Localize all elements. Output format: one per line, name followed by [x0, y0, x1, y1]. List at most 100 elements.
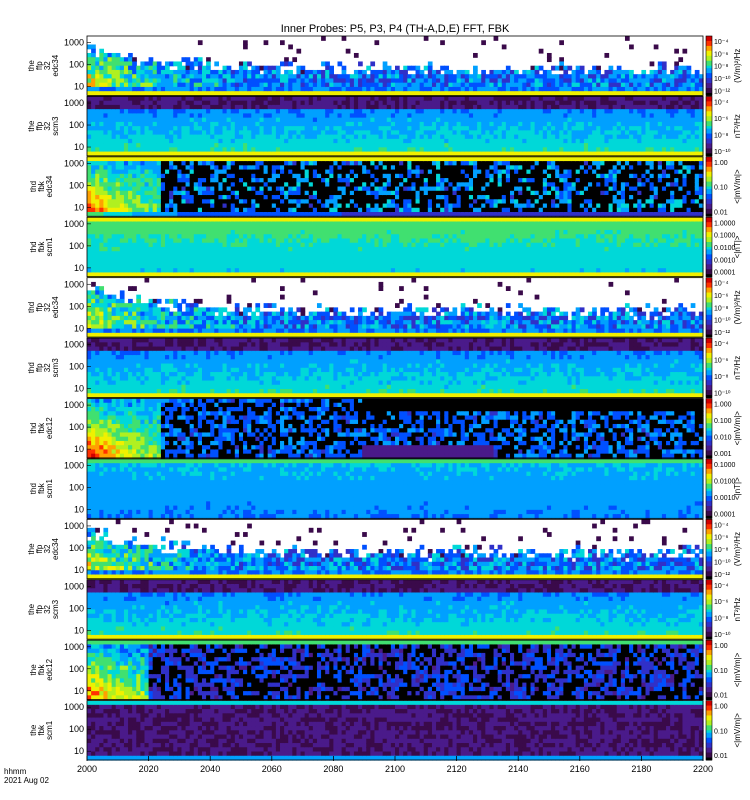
y-tick-label: 10	[74, 263, 84, 273]
y-tick-label: 10	[74, 625, 84, 635]
colorbar-unit-label: nT²/Hz	[733, 597, 742, 621]
colorbar-tick-label: 10⁻⁸	[714, 132, 728, 139]
colorbar-tick-label: 1.00	[714, 704, 728, 711]
y-tick-label: 100	[69, 241, 84, 251]
x-tick-label: 2120	[447, 764, 467, 774]
colorbar-tick-label: 0.0001	[714, 270, 736, 277]
colorbar-thd-fbk-scm1-2: 0.1000 0.0100 0.0010 0.0001 <|nT|>	[705, 458, 742, 519]
x-tick-label: 2080	[323, 764, 343, 774]
colorbar-tick-label: 10⁻⁶	[714, 51, 728, 58]
x-tick-label: 2000	[77, 764, 97, 774]
colorbar-tick-label: 1.0000	[714, 220, 736, 227]
y-tick-label: 1000	[64, 521, 84, 531]
colorbar-tick-label: 10⁻⁴	[714, 99, 729, 106]
y-tick-label: 100	[69, 120, 84, 130]
panel-label: thd ffp 32 scm3	[27, 358, 60, 378]
colorbar-tick-label: 10⁻¹⁰	[714, 75, 731, 83]
colorbar-tick-label: 10⁻¹⁰	[714, 390, 731, 398]
y-tick-label: 10	[74, 505, 84, 515]
x-tick-label: 2200	[693, 764, 713, 774]
panel-thd-ffp32-scm3: 1000 100 10 thd ffp 32 scm3 10⁻⁴ 10⁻⁶ 10⁻⁸ 10⁻¹⁰ nT…	[27, 337, 742, 399]
spectrogram-thd-fbk-scm1-2	[87, 458, 704, 519]
colorbar-tick-label: 10⁻¹⁰	[714, 558, 731, 566]
panel-label: thd ffp 32 edc34	[27, 296, 60, 318]
time-axis: 2000 2020 2040 2060 2080 2100 2120 2140 2160 2180…	[77, 756, 713, 774]
panel-label: the ffp 32 edc34	[27, 538, 60, 560]
colorbar-tick-label: 10⁻⁴	[714, 281, 729, 288]
colorbar-the-ffp32-edc34: 10⁻⁴ 10⁻⁶ 10⁻⁸ 10⁻¹⁰ 10⁻¹²(V/m)²/Hz	[705, 35, 742, 96]
y-tick-label: 10	[74, 384, 84, 394]
svg-text:the: the	[27, 60, 36, 72]
colorbar-tick-label: 0.01	[714, 693, 728, 700]
panel-label: the ffp 32 scm3	[27, 599, 60, 619]
y-tick-label: 1000	[64, 581, 84, 591]
y-tick-label: 10	[74, 686, 84, 696]
colorbar-tick-label: 0.0010	[714, 495, 736, 502]
colorbar-unit-label: <|mV/m|>	[733, 713, 742, 748]
colorbar-tick-label: 10⁻¹²	[714, 330, 731, 337]
panel-thd-fbk-edc34: 1000 100 10 thd fbk edc34 1.00 0.10 0.01 <|mV/m|>	[29, 156, 742, 217]
panel-thd-fbk-scm1-2: 1000 100 10 thd fbk scm1 0.1000 0.0100 0.0010 0.0…	[29, 458, 742, 519]
spectrogram-thd-fbk-edc34	[87, 156, 704, 217]
colorbar-tick-label: 10⁻⁸	[714, 547, 728, 554]
y-tick-label: 1000	[64, 98, 84, 108]
colorbar-tick-label: 10⁻⁶	[714, 535, 728, 542]
colorbar-tick-label: 10⁻⁸	[714, 616, 728, 623]
svg-text:32: 32	[43, 61, 52, 70]
colorbar-tick-label: 0.001	[714, 451, 732, 458]
y-tick-label: 100	[69, 664, 84, 674]
colorbar-tick-label: 0.10	[714, 185, 728, 192]
colorbar-tick-label: 1.000	[714, 402, 732, 409]
colorbar-tick-label: 0.010	[714, 434, 732, 441]
colorbar-unit-label: (V/m)²/Hz	[733, 290, 742, 324]
colorbar-unit-label: <|nT|>	[733, 235, 742, 258]
svg-text:32: 32	[43, 121, 52, 130]
spectrogram-the-ffp32-edc34-2	[87, 519, 704, 580]
colorbar-tick-label: 0.10	[714, 668, 728, 675]
y-tick-label: 1000	[64, 400, 84, 410]
y-tick-label: 1000	[64, 279, 84, 289]
y-tick-label: 10	[74, 82, 84, 92]
x-tick-label: 2100	[385, 764, 405, 774]
spectrogram-thd-ffp32-edc34	[87, 277, 704, 338]
colorbar-the-fbk-scm1: 1.00 0.10 0.01 <|mV/m|>	[705, 700, 742, 761]
panel-label: thd fbk edc12	[29, 417, 54, 439]
spectrogram-the-ffp32-edc34	[87, 36, 704, 97]
y-tick-label: 10	[74, 323, 84, 333]
panel-the-fbk-edc12: 1000 100 10 the fbk edc12 1.00 0.10 0.01 <|mV/m|>	[29, 639, 742, 701]
y-tick-label: 1000	[64, 38, 84, 48]
x-tick-label: 2020	[139, 764, 159, 774]
colorbar-tick-label: 1.00	[714, 643, 728, 650]
y-tick-label: 10	[74, 746, 84, 756]
panel-label: the fbk scm1	[29, 720, 54, 740]
panel-the-ffp32-edc34: 1000 100 10 the ffp 32 edc34 10⁻⁴10⁻⁶10⁻⁸10⁻¹⁰1…	[27, 35, 742, 97]
y-tick-label: 1000	[64, 340, 84, 350]
colorbar-tick-label: 1.00	[714, 160, 728, 167]
svg-text:scm3: scm3	[51, 116, 60, 136]
x-tick-label: 2140	[508, 764, 528, 774]
spectrogram-thd-ffp32-scm3	[87, 338, 704, 399]
colorbar-thd-ffp32-scm3: 10⁻⁴ 10⁻⁶ 10⁻⁸ 10⁻¹⁰ nT²/Hz	[705, 337, 742, 398]
y-tick-label: 10	[74, 202, 84, 212]
x-tick-label: 2180	[631, 764, 651, 774]
colorbar-tick-label: 10⁻⁶	[714, 293, 728, 300]
date-label: 2021 Aug 02	[4, 776, 49, 785]
colorbar-tick-label: 0.0010	[714, 257, 736, 264]
panel-label: the ffp 32 edc34	[27, 54, 60, 76]
spectrogram-the-fbk-scm1	[87, 700, 704, 761]
y-tick-label: 1000	[64, 642, 84, 652]
y-tick-label: 100	[69, 60, 84, 70]
x-tick-label: 2040	[200, 764, 220, 774]
colorbar-tick-label: 0.10	[714, 728, 728, 735]
colorbar-unit-label: nT²/Hz	[733, 114, 742, 138]
colorbar-tick-label: 10⁻¹²	[714, 572, 731, 579]
panel-label: the ffp 32 scm3	[27, 116, 60, 136]
y-tick-label: 100	[69, 483, 84, 493]
y-tick-label: 100	[69, 603, 84, 613]
colorbar-tick-label: 0.01	[714, 209, 728, 216]
y-tick-label: 100	[69, 180, 84, 190]
colorbar-tick-label: 0.100	[714, 418, 732, 425]
colorbar-tick-label: 10⁻⁶	[714, 116, 728, 123]
colorbar-unit-label: nT²/Hz	[733, 356, 742, 380]
